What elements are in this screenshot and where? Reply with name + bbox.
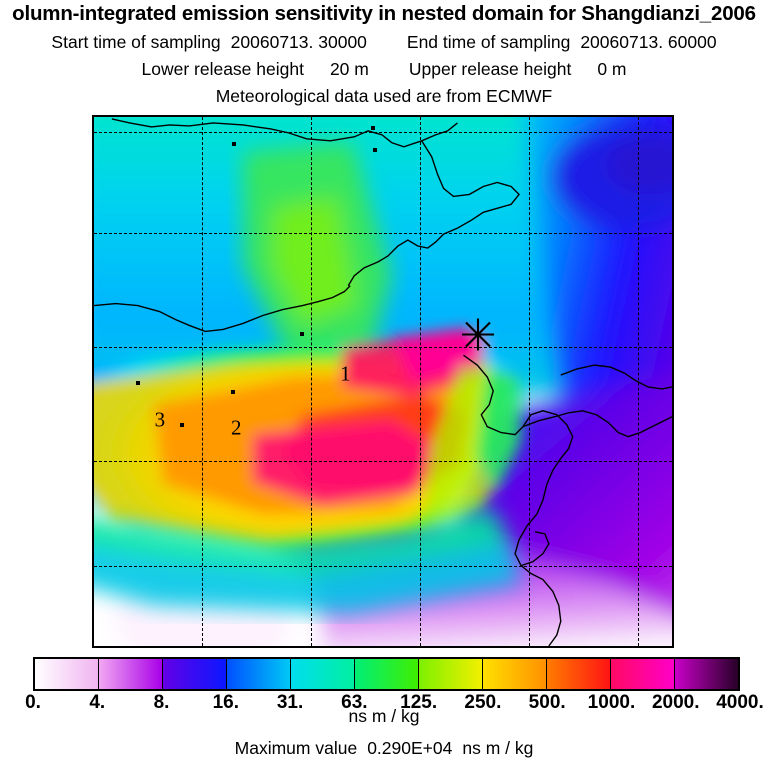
city-marker-6 — [179, 422, 184, 427]
maximum-value-line: Maximum value 0.290E+04 ns m / kg — [0, 738, 768, 759]
colorbar — [33, 657, 740, 691]
start-time-value: 20060713. 30000 — [230, 32, 367, 52]
colorbar-segment-0-4 — [35, 659, 98, 689]
colorbar-tick-labels: 0. 4. 8. 16. 31. 63. 125. 250. 500. 1000. 2000. 400… — [0, 692, 768, 716]
start-time-label: Start time of sampling — [51, 32, 221, 52]
upper-release-height-label: Upper release height — [408, 59, 572, 79]
release-height-line: Lower release height 20 m Upper release he… — [0, 59, 768, 80]
colorbar-tick-4: 4. — [89, 692, 106, 713]
colorbar-tick-250: 250. — [464, 692, 502, 713]
map-number-label-1: 1 — [340, 361, 351, 386]
colorbar-tick-4000: 4000. — [716, 692, 764, 713]
city-marker-5 — [230, 390, 235, 395]
maximum-value-label: Maximum value — [234, 738, 358, 758]
map-number-label-3: 3 — [154, 407, 166, 432]
end-time-value: 20060713. 60000 — [580, 32, 717, 52]
maximum-value-number: 0.290E+04 — [367, 738, 453, 758]
lower-release-height-value: 20 m — [329, 59, 369, 79]
colorbar-segment-16-31 — [226, 659, 290, 689]
colorbar-tick-1000: 1000. — [587, 692, 636, 713]
sampling-time-line: Start time of sampling 20060713. 30000 End… — [0, 32, 768, 53]
upper-release-height-value: 0 m — [597, 59, 627, 79]
colorbar-gradient-strip — [33, 657, 740, 691]
city-marker-0 — [231, 141, 236, 146]
colorbar-segment-500-1000 — [546, 659, 610, 689]
colorbar-segment-4-8 — [98, 659, 162, 689]
colorbar-segment-8-16 — [162, 659, 226, 689]
emission-sensitivity-field — [94, 117, 672, 646]
colorbar-tick-2000: 2000. — [651, 692, 700, 713]
city-marker-4 — [135, 380, 140, 385]
colorbar-segment-1000-2000 — [610, 659, 674, 689]
city-marker-2 — [372, 148, 377, 153]
city-marker-1 — [370, 126, 375, 131]
release-point-asterisk-icon — [460, 316, 496, 357]
lower-release-height-label: Lower release height — [141, 59, 304, 79]
colorbar-segment-125-250 — [418, 659, 482, 689]
colorbar-tick-8: 8. — [153, 692, 170, 713]
colorbar-tick-31: 31. — [276, 692, 304, 713]
colorbar-segment-250-500 — [482, 659, 546, 689]
colorbar-tick-500: 500. — [528, 692, 566, 713]
colorbar-tick-63: 63. — [341, 692, 368, 713]
map-number-label-2: 2 — [230, 415, 242, 440]
end-time-label: End time of sampling — [406, 32, 571, 52]
colorbar-segment-63-125 — [354, 659, 418, 689]
colorbar-units-label: ns m / kg — [348, 706, 420, 726]
colorbar-segment-31-63 — [290, 659, 354, 689]
city-marker-3 — [300, 331, 305, 336]
maximum-value-units: ns m / kg — [462, 738, 534, 758]
colorbar-segment-2000-4000 — [674, 659, 738, 689]
colorbar-tick-0: 0. — [25, 692, 41, 713]
map-plot-panel: 1 2 3 — [92, 115, 674, 648]
colorbar-tick-16: 16. — [212, 692, 240, 713]
page-title: olumn-integrated emission sensitivity in… — [12, 2, 756, 25]
colorbar-tick-125: 125. — [400, 692, 438, 713]
meteorology-source-line: Meteorological data used are from ECMWF — [215, 86, 553, 106]
